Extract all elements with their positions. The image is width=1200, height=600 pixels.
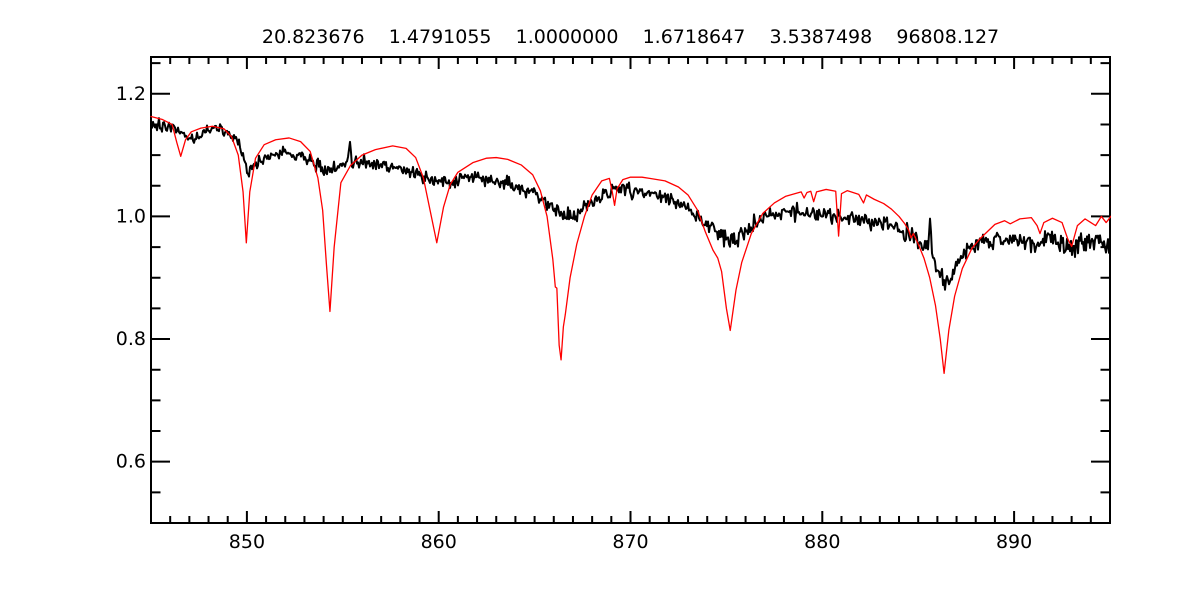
minor-ticks: [151, 57, 1110, 523]
series-layer: [150, 115, 1111, 375]
x-axis-tick-label: 860: [421, 531, 457, 553]
x-axis-tick-label: 880: [804, 531, 840, 553]
x-axis-tick-label: 890: [996, 531, 1032, 553]
y-axis-tick-label: 1.0: [116, 205, 146, 227]
x-axis-tick-label: 850: [229, 531, 265, 553]
major-ticks: [151, 57, 1110, 523]
x-axis-tick-label: 870: [612, 531, 648, 553]
y-axis-tick-label: 1.2: [116, 83, 146, 105]
observed-spectrum-line: [150, 117, 1111, 291]
y-axis-tick-label: 0.6: [116, 451, 146, 473]
model-spectrum-line: [150, 115, 1111, 375]
axis-labels-layer: 850 860 870 880 890 0.6 0.8 1.0 1.2: [116, 83, 1032, 553]
plot-box: [150, 56, 1111, 524]
axes-layer: [150, 56, 1111, 524]
plot-title: 20.823676 1.4791055 1.0000000 1.6718647 …: [261, 26, 1000, 48]
y-axis-tick-label: 0.8: [116, 328, 146, 350]
